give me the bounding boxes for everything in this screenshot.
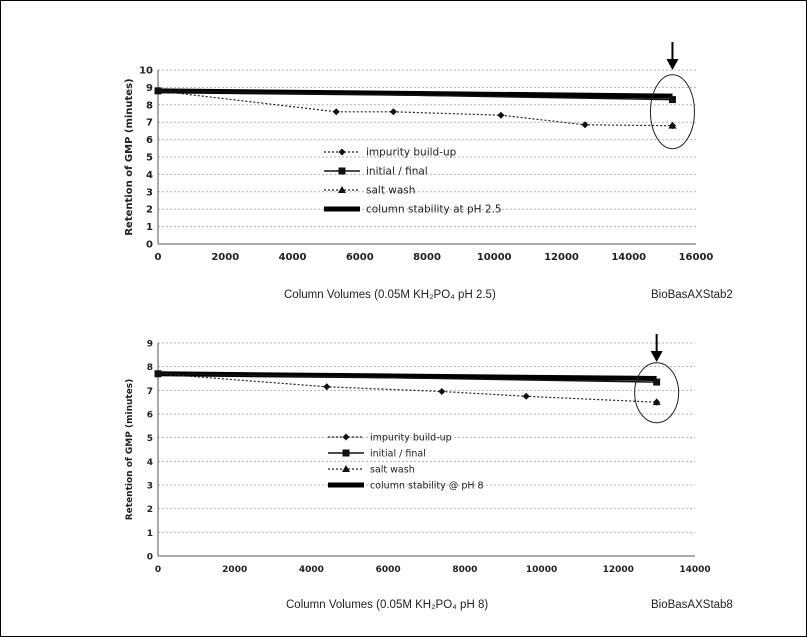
legend-marker-square bbox=[342, 449, 350, 457]
y-tick-label: 2 bbox=[147, 505, 153, 515]
y-tick-label: 0 bbox=[146, 240, 153, 251]
x-tick-label: 12000 bbox=[544, 252, 579, 263]
caption-chart-ph-8: Column Volumes (0.05M KH₂PO₄ pH 8) bbox=[286, 599, 489, 611]
legend-label: initial / final bbox=[370, 449, 426, 460]
figure-code-chart-ph-2-5: BioBasAXStab2 bbox=[651, 289, 733, 301]
y-tick-label: 3 bbox=[147, 482, 153, 492]
x-tick-label: 8000 bbox=[413, 252, 441, 263]
legend-label: column stability at pH 2.5 bbox=[366, 204, 502, 216]
legend-label: initial / final bbox=[366, 166, 428, 178]
y-tick-label: 6 bbox=[147, 411, 153, 421]
x-tick-label: 14000 bbox=[679, 565, 710, 575]
data-point-diamond bbox=[438, 388, 446, 396]
x-tick-label: 12000 bbox=[603, 565, 634, 575]
x-tick-label: 4000 bbox=[299, 565, 324, 575]
y-tick-label: 6 bbox=[146, 135, 153, 146]
y-tick-label: 1 bbox=[147, 529, 153, 539]
arrow-head bbox=[650, 351, 663, 362]
y-axis-label: Retention of GMP (minutes) bbox=[125, 379, 135, 521]
y-tick-label: 7 bbox=[147, 387, 153, 397]
figure-code-chart-ph-8: BioBasAXStab8 bbox=[651, 599, 733, 611]
highlight-circle bbox=[634, 362, 680, 424]
legend-marker-triangle bbox=[342, 465, 350, 472]
x-tick-label: 6000 bbox=[376, 565, 401, 575]
legend-label: salt wash bbox=[370, 465, 415, 476]
arrow-head bbox=[666, 59, 679, 70]
y-tick-label: 7 bbox=[146, 118, 153, 129]
data-point-diamond bbox=[323, 383, 331, 391]
x-tick-label: 14000 bbox=[611, 252, 646, 263]
data-point-square bbox=[668, 96, 676, 104]
x-tick-label: 2000 bbox=[222, 565, 247, 575]
x-tick-label: 16000 bbox=[679, 252, 714, 263]
data-point-diamond bbox=[581, 121, 589, 129]
x-tick-label: 0 bbox=[155, 252, 162, 263]
x-tick-label: 10000 bbox=[526, 565, 557, 575]
data-point-square bbox=[154, 370, 162, 378]
data-point-diamond bbox=[522, 392, 530, 400]
y-tick-label: 8 bbox=[146, 100, 153, 111]
data-point-diamond bbox=[389, 108, 397, 116]
x-tick-label: 2000 bbox=[211, 252, 239, 263]
data-point-diamond bbox=[497, 111, 505, 119]
data-point-triangle bbox=[652, 398, 661, 406]
data-point-diamond bbox=[332, 108, 340, 116]
legend-marker-diamond bbox=[342, 433, 350, 441]
data-point-square bbox=[154, 87, 162, 95]
chart-ph-2-5: 0 1 2 3 4 5 6 7 8 9 10 0 2000 4000 6000 8000 10000 12000 1… bbox=[124, 42, 713, 263]
x-tick-label: 4000 bbox=[279, 252, 307, 263]
series-line-0 bbox=[157, 90, 673, 127]
legend-label: salt wash bbox=[366, 185, 415, 197]
x-tick-label: 6000 bbox=[346, 252, 374, 263]
caption-chart-ph-2-5: Column Volumes (0.05M KH₂PO₄ pH 2.5) bbox=[284, 289, 496, 301]
legend-label: impurity build-up bbox=[370, 433, 452, 444]
y-tick-label: 3 bbox=[146, 187, 153, 198]
data-point-triangle bbox=[668, 121, 677, 129]
series-line-1 bbox=[157, 90, 673, 101]
legend-marker-square bbox=[338, 167, 346, 175]
y-tick-label: 0 bbox=[147, 553, 153, 563]
y-tick-label: 4 bbox=[147, 458, 153, 468]
y-tick-label: 10 bbox=[139, 66, 153, 77]
y-tick-label: 9 bbox=[147, 340, 153, 350]
y-tick-label: 9 bbox=[146, 83, 153, 94]
highlight-circle bbox=[649, 74, 695, 150]
legend-label: impurity build-up bbox=[366, 147, 457, 159]
y-tick-label: 4 bbox=[146, 170, 153, 181]
y-tick-label: 8 bbox=[147, 363, 153, 373]
series-line-1 bbox=[157, 373, 657, 383]
chart-ph-8: 0 1 2 3 4 5 6 7 8 9 0 2000 4000 6000 8000 10000 12000 140… bbox=[125, 334, 711, 575]
x-tick-label: 0 bbox=[155, 565, 161, 575]
y-axis-label: Retention of GMP (minutes) bbox=[124, 78, 135, 235]
legend-marker-diamond bbox=[338, 148, 346, 156]
y-tick-label: 5 bbox=[146, 153, 153, 164]
y-tick-label: 1 bbox=[146, 222, 153, 233]
data-point-square bbox=[653, 378, 661, 386]
legend-label: column stability @ pH 8 bbox=[370, 481, 484, 492]
y-tick-label: 5 bbox=[147, 434, 153, 444]
legend-marker-triangle bbox=[338, 186, 346, 193]
x-tick-label: 8000 bbox=[452, 565, 477, 575]
x-tick-label: 10000 bbox=[477, 252, 512, 263]
y-tick-label: 2 bbox=[146, 205, 153, 216]
